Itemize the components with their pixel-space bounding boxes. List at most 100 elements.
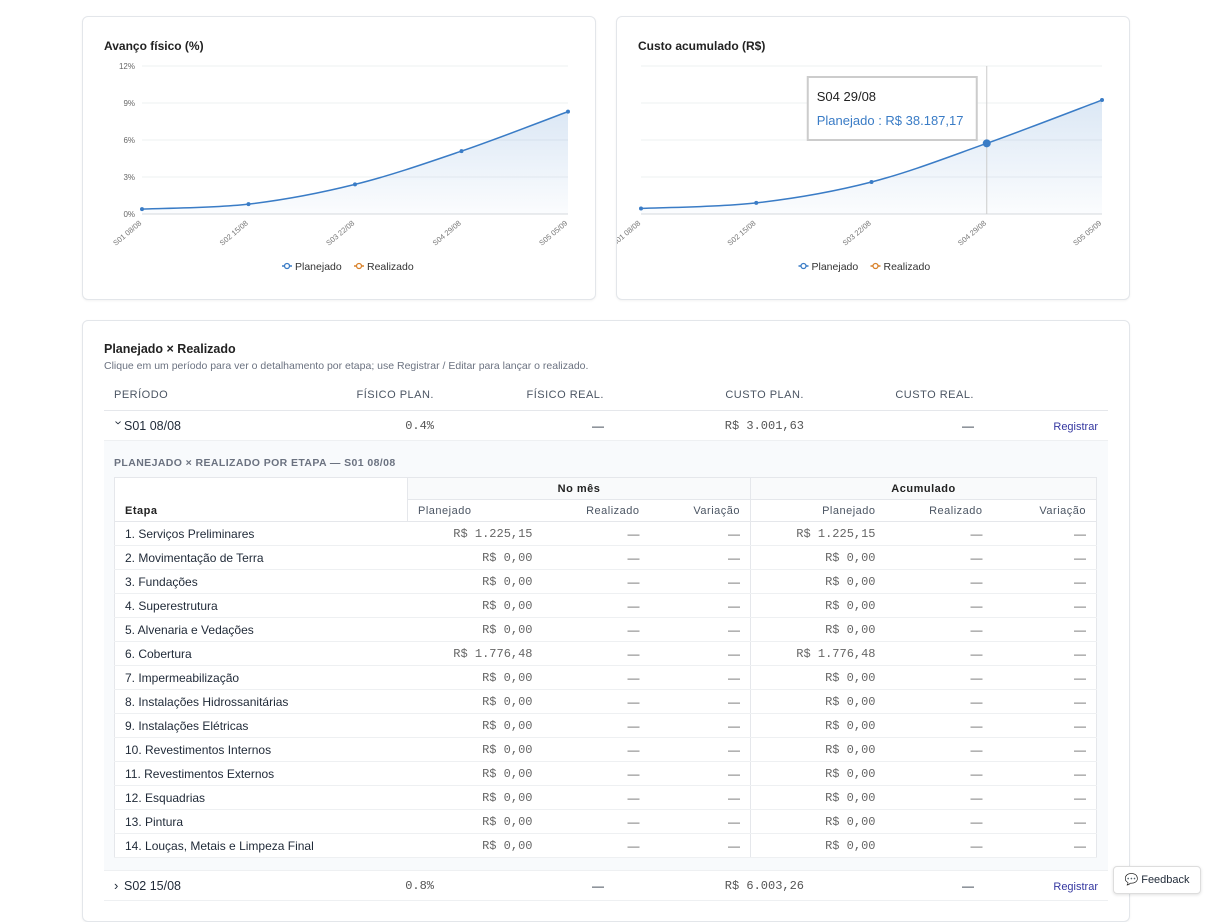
legend-swatch (283, 262, 291, 270)
cell: 14. Louças, Metais e Limpeza Final (114, 833, 408, 858)
cell: — (992, 545, 1097, 570)
value: R$ 3.001,63 (724, 419, 804, 433)
period-row[interactable]: ›S01 08/08 0.4% — R$ 3.001,63 — Registrar (104, 410, 1108, 441)
cell: — (992, 569, 1097, 594)
table-subtitle: Clique em um período para ver o detalham… (104, 360, 589, 372)
cell: — (542, 809, 650, 834)
cell: 11. Revestimentos Externos (114, 761, 408, 786)
point (353, 182, 357, 187)
detail-data-row: 10. Revestimentos Internos R$ 0,00— — R$ 0,… (114, 737, 1097, 762)
tbody: 1. Serviços Preliminares R$ 1.225,15— — R$ … (114, 521, 1097, 858)
cell: R$ 0,00 (407, 689, 543, 714)
cell: — (649, 545, 751, 570)
cell: 9. Instalações Elétricas (114, 713, 408, 738)
cell: — (649, 689, 751, 714)
feedback-button[interactable]: 💬 Feedback (1113, 866, 1201, 894)
cell: — (885, 593, 993, 618)
cell: — (885, 665, 993, 690)
cell: — (992, 689, 1097, 714)
cell: — (885, 569, 993, 594)
registrar-button[interactable]: Registrar (1053, 880, 1098, 893)
cell: — (649, 617, 751, 642)
cell: — (542, 593, 650, 618)
legend-swatch (800, 262, 807, 270)
column-header: Variação (649, 499, 751, 522)
cell: — (649, 761, 751, 786)
cell: — (542, 761, 650, 786)
column-header: Variação (992, 499, 1097, 522)
column-header: PERÍODO (104, 380, 274, 411)
x-tick-label: S02 15/08 (218, 219, 250, 248)
registrar-button[interactable]: Registrar (1053, 420, 1098, 433)
column-header: FÍSICO REAL. (444, 380, 614, 411)
value: — (592, 878, 604, 893)
cell: — (542, 545, 650, 570)
cell: R$ 0,00 (750, 593, 886, 618)
legend-label: Planejado (295, 261, 342, 273)
cell: — (992, 737, 1097, 762)
cell: 5. Alvenaria e Vedações (114, 617, 408, 642)
cell: R$ 0,00 (750, 569, 886, 594)
period-label: S01 08/08 (124, 419, 181, 433)
cell: 3. Fundações (114, 569, 408, 594)
cell: R$ 1.225,15 (750, 521, 886, 546)
cell: — (649, 713, 751, 738)
table-title: Planejado × Realizado (104, 342, 236, 356)
cell: — (542, 689, 650, 714)
detail-row: PLANEJADO × REALIZADO POR ETAPA — S01 08… (104, 440, 1108, 871)
x-tick-label: S04 29/08 (956, 219, 988, 248)
cell: R$ 0,00 (407, 785, 543, 810)
point (639, 206, 643, 211)
cell: — (649, 521, 751, 546)
cell: — (542, 833, 650, 858)
legend-label: Realizado (367, 261, 414, 273)
value: 0.4% (405, 419, 434, 433)
cell: — (885, 761, 993, 786)
cell: — (542, 785, 650, 810)
cell: — (992, 617, 1097, 642)
cell: › S02 15/08 (104, 870, 274, 901)
cell: — (649, 665, 751, 690)
tooltip-text: Planejado : R$ 38.187,17 (817, 113, 964, 128)
cell: — (992, 593, 1097, 618)
group-header: Acumulado (750, 477, 1097, 500)
point (246, 202, 251, 207)
cell: R$ 0,00 (750, 665, 886, 690)
y-tick-label: 6% (123, 136, 135, 145)
detail-data-row: 4. Superestrutura R$ 0,00— — R$ 0,00— — (114, 593, 1097, 618)
cell: R$ 0,00 (750, 689, 886, 714)
detail-data-row: 2. Movimentação de Terra R$ 0,00— — R$ 0,00… (114, 545, 1097, 570)
x-tick-label: S05 05/09 (537, 219, 569, 248)
cell: — (542, 641, 650, 666)
x-tick-label: S03 22/08 (841, 219, 873, 248)
cell: R$ 0,00 (750, 761, 886, 786)
cell: R$ 0,00 (407, 737, 543, 762)
cell: — (992, 809, 1097, 834)
cell: R$ 1.776,48 (750, 641, 886, 666)
column-header: Planejado (407, 499, 543, 522)
period-row[interactable]: › S02 15/08 0.8% — R$ 6.003,26 — Registrar (104, 870, 1108, 901)
cell: — (649, 593, 751, 618)
point (1100, 98, 1104, 103)
cell: — (814, 410, 984, 441)
value: — (962, 878, 974, 893)
point (754, 200, 759, 205)
cell: — (542, 569, 650, 594)
cell: — (885, 689, 993, 714)
subheader-row: Planejado Realizado Variação Planejado Reali… (115, 499, 1097, 522)
cell: — (444, 870, 614, 901)
action-cell: Registrar (984, 410, 1108, 441)
cell: — (542, 521, 650, 546)
cell: 2. Movimentação de Terra (114, 545, 408, 570)
detail-data-row: 8. Instalações Hidrossanitárias R$ 0,00— —… (114, 689, 1097, 714)
cell: — (885, 521, 993, 546)
detail-table: Etapa No mês Acumulado Planejado Realizado Va… (114, 477, 1097, 858)
cell: 0.4% (274, 410, 444, 441)
detail-data-row: 12. Esquadrias R$ 0,00— — R$ 0,00— — (114, 785, 1097, 810)
period-label: S02 15/08 (124, 879, 181, 893)
detail-data-row: 13. Pintura R$ 0,00— — R$ 0,00— — (114, 809, 1097, 834)
y-tick-label: 9% (123, 99, 135, 108)
detail-title: PLANEJADO × REALIZADO POR ETAPA — S01 08… (114, 457, 396, 469)
cell: — (885, 641, 993, 666)
cell: — (542, 713, 650, 738)
